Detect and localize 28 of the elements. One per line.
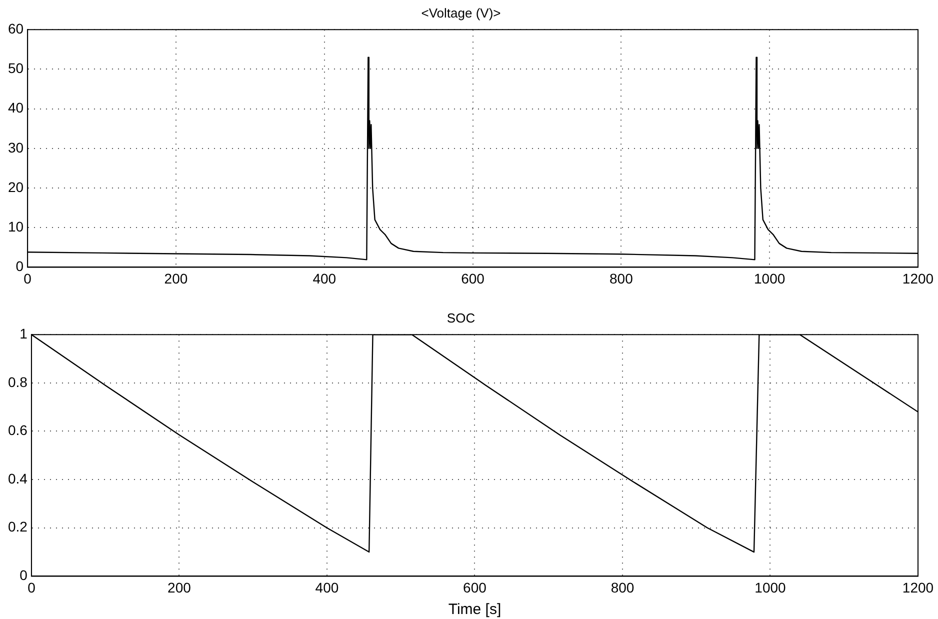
y-tick-label: 0.2	[8, 518, 28, 535]
y-tick-label: 60	[8, 20, 24, 36]
y-tick-label: 0	[16, 258, 24, 274]
x-tick-label: 600	[461, 270, 485, 286]
chart-title: <Voltage (V)>	[421, 5, 501, 20]
y-tick-label: 0	[20, 567, 28, 584]
x-axis-title: Time [s]	[448, 601, 502, 618]
x-tick-label: 800	[610, 579, 634, 596]
x-tick-label: 400	[312, 270, 336, 286]
y-tick-label: 40	[8, 100, 24, 116]
y-tick-label: 30	[8, 139, 24, 156]
y-tick-label: 0.8	[8, 374, 28, 390]
y-tick-label: 0.4	[8, 470, 28, 486]
x-tick-label: 200	[168, 579, 192, 596]
x-tick-label: 200	[164, 270, 188, 286]
y-tick-label: 50	[8, 60, 24, 76]
x-tick-label: 1200	[902, 270, 934, 286]
x-tick-label: 1000	[754, 579, 786, 596]
x-tick-label: 1200	[902, 579, 934, 596]
y-tick-label: 20	[8, 178, 24, 195]
x-tick-label: 800	[610, 270, 634, 286]
x-tick-label: 600	[463, 579, 487, 596]
chart-title: SOC	[446, 310, 476, 326]
y-tick-label: 10	[8, 218, 24, 234]
x-tick-label: 1000	[754, 270, 786, 286]
y-tick-label: 0.6	[8, 422, 28, 438]
y-tick-label: 1	[20, 325, 28, 342]
x-tick-label: 400	[315, 579, 339, 596]
